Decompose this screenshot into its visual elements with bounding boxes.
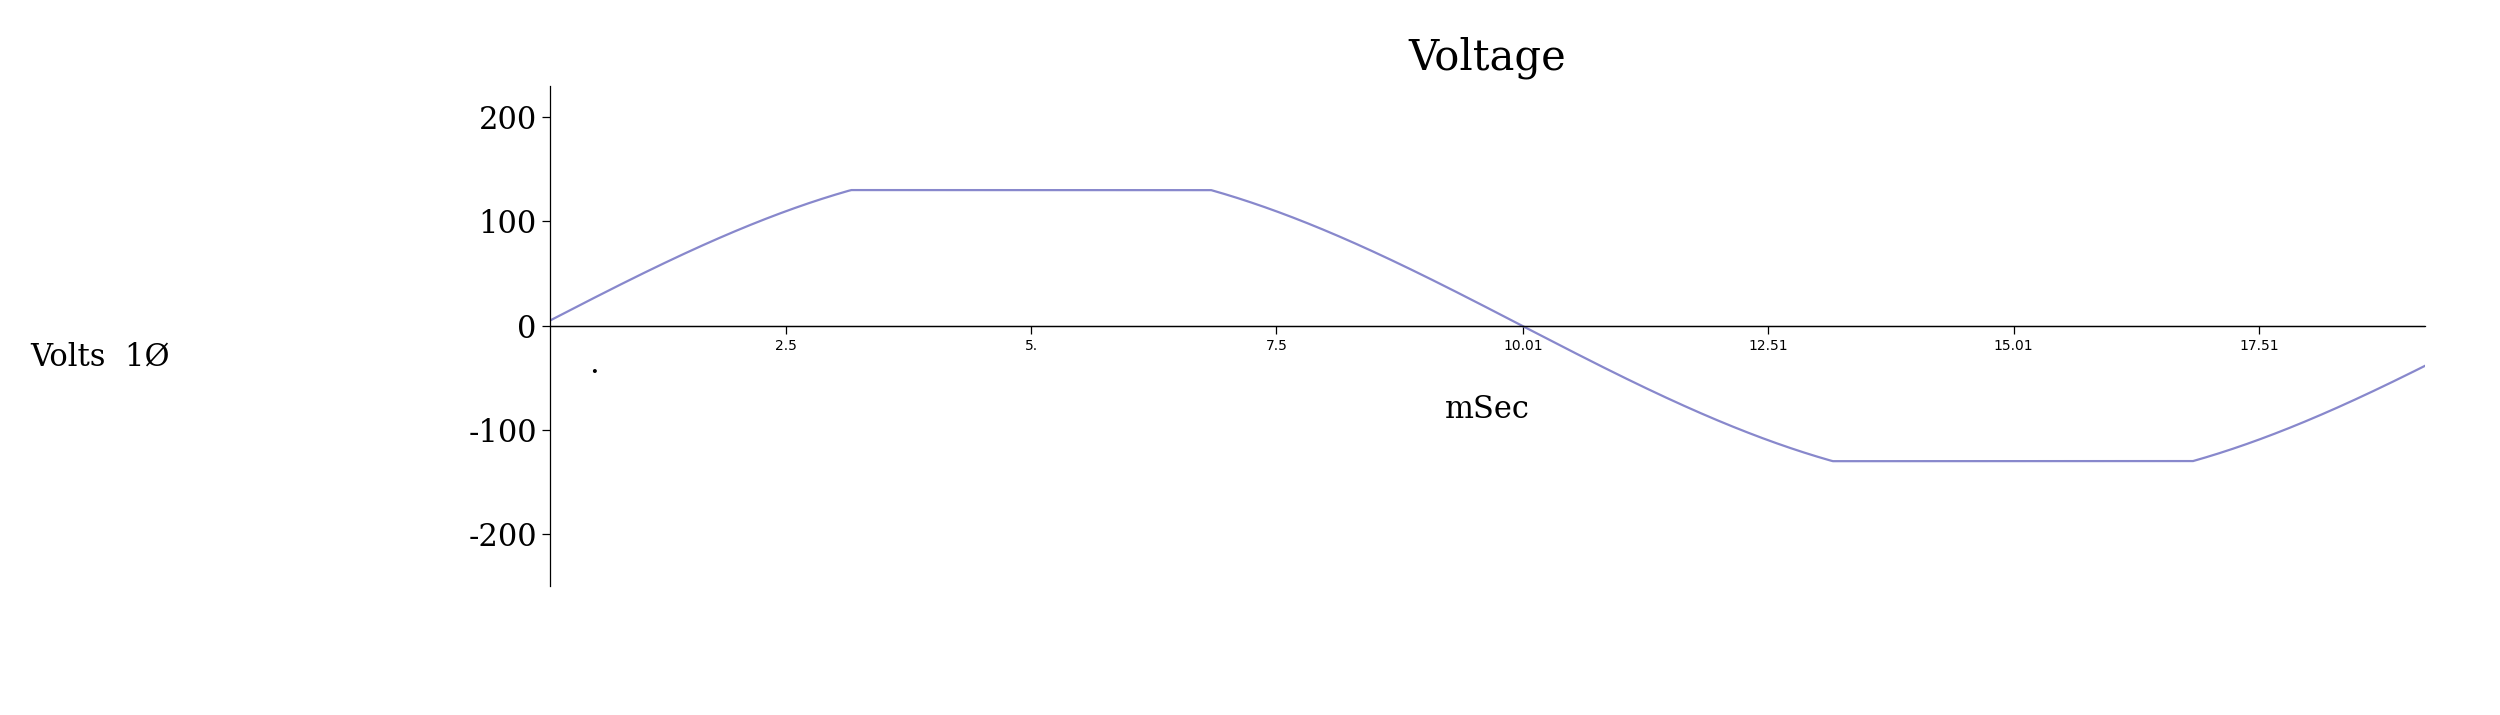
Title: Voltage: Voltage xyxy=(1407,36,1568,79)
Text: Volts  1Ø: Volts 1Ø xyxy=(30,342,170,373)
X-axis label: mSec: mSec xyxy=(1445,395,1530,425)
Text: .: . xyxy=(590,348,600,380)
